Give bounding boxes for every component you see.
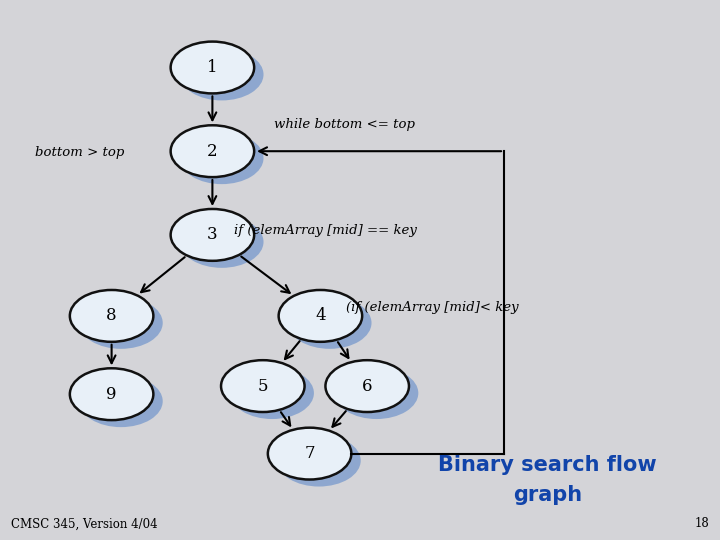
Ellipse shape: [180, 132, 264, 184]
Ellipse shape: [171, 42, 254, 93]
Text: 5: 5: [258, 377, 268, 395]
Text: if (elemArray [mid] == key: if (elemArray [mid] == key: [234, 224, 417, 237]
Ellipse shape: [335, 367, 418, 419]
Text: 3: 3: [207, 226, 217, 244]
Ellipse shape: [230, 367, 314, 419]
Text: graph: graph: [513, 485, 582, 505]
Text: 7: 7: [305, 445, 315, 462]
Text: 18: 18: [695, 517, 709, 530]
Ellipse shape: [288, 297, 372, 349]
Ellipse shape: [70, 368, 153, 420]
Ellipse shape: [325, 360, 409, 412]
Ellipse shape: [171, 209, 254, 261]
Ellipse shape: [279, 290, 362, 342]
Text: Binary search flow: Binary search flow: [438, 455, 657, 475]
Ellipse shape: [277, 435, 361, 487]
Ellipse shape: [70, 290, 153, 342]
Text: 9: 9: [107, 386, 117, 403]
Ellipse shape: [171, 125, 254, 177]
Text: 4: 4: [315, 307, 325, 325]
Ellipse shape: [180, 216, 264, 268]
Text: 8: 8: [107, 307, 117, 325]
Ellipse shape: [79, 297, 163, 349]
Ellipse shape: [268, 428, 351, 480]
Ellipse shape: [180, 49, 264, 100]
Text: CMSC 345, Version 4/04: CMSC 345, Version 4/04: [11, 517, 158, 530]
Text: bottom > top: bottom > top: [35, 146, 124, 159]
Text: (if (elemArray [mid]< key: (if (elemArray [mid]< key: [346, 301, 518, 314]
Text: 1: 1: [207, 59, 217, 76]
Ellipse shape: [221, 360, 305, 412]
Text: 2: 2: [207, 143, 217, 160]
Text: 6: 6: [362, 377, 372, 395]
Text: while bottom <= top: while bottom <= top: [274, 118, 415, 131]
Ellipse shape: [79, 375, 163, 427]
